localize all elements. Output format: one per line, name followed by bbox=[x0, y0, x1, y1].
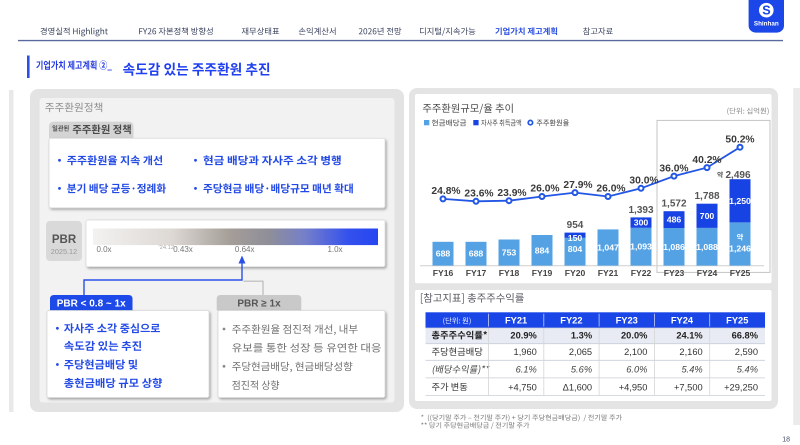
svg-text:20.0%: 20.0% bbox=[621, 331, 648, 341]
svg-text:688: 688 bbox=[469, 249, 484, 259]
svg-text:2,496: 2,496 bbox=[726, 170, 751, 181]
svg-text:+4,750: +4,750 bbox=[508, 382, 537, 392]
svg-text:PBR: PBR bbox=[52, 234, 77, 246]
svg-text:+4,950: +4,950 bbox=[619, 382, 648, 392]
svg-text:486: 486 bbox=[667, 215, 682, 225]
svg-text:5.4%: 5.4% bbox=[681, 365, 702, 375]
svg-text:Δ1,600: Δ1,600 bbox=[563, 382, 592, 392]
svg-text:FY25: FY25 bbox=[726, 316, 748, 326]
svg-text:FY23: FY23 bbox=[616, 316, 638, 326]
svg-text:1,093: 1,093 bbox=[630, 242, 652, 252]
svg-text:Shinhan: Shinhan bbox=[754, 21, 779, 28]
svg-text:753: 753 bbox=[502, 248, 517, 258]
svg-text:1,086: 1,086 bbox=[663, 242, 685, 252]
svg-text:1,047: 1,047 bbox=[597, 243, 619, 253]
svg-text:18: 18 bbox=[782, 437, 790, 444]
svg-text:24.1%: 24.1% bbox=[676, 331, 703, 341]
svg-text:6.0%: 6.0% bbox=[626, 365, 647, 375]
svg-text:1,788: 1,788 bbox=[694, 191, 719, 202]
svg-text:0.43x: 0.43x bbox=[173, 245, 193, 254]
svg-text:FY19: FY19 bbox=[532, 268, 553, 278]
svg-text:1,572: 1,572 bbox=[661, 199, 686, 210]
svg-text:FY20: FY20 bbox=[565, 268, 586, 278]
svg-text:FY25: FY25 bbox=[730, 268, 751, 278]
svg-text:2,160: 2,160 bbox=[679, 347, 702, 357]
svg-text:26.0%: 26.0% bbox=[596, 184, 625, 195]
svg-text:FY21: FY21 bbox=[505, 316, 527, 326]
svg-text:804: 804 bbox=[568, 244, 583, 254]
svg-text:36.0%: 36.0% bbox=[659, 163, 688, 174]
svg-text:FY17: FY17 bbox=[466, 268, 487, 278]
svg-text:50.2%: 50.2% bbox=[725, 134, 754, 145]
svg-text:300: 300 bbox=[634, 218, 649, 228]
svg-text:30.0%: 30.0% bbox=[629, 176, 658, 187]
svg-text:20.9%: 20.9% bbox=[510, 331, 537, 341]
svg-text:5.6%: 5.6% bbox=[571, 365, 592, 375]
svg-text:2,590: 2,590 bbox=[735, 347, 758, 357]
svg-text:1.3%: 1.3% bbox=[571, 331, 593, 341]
svg-text:23.6%: 23.6% bbox=[464, 189, 493, 200]
svg-text:23.9%: 23.9% bbox=[497, 188, 526, 199]
svg-text:700: 700 bbox=[700, 211, 715, 221]
svg-text:0.0x: 0.0x bbox=[96, 245, 111, 254]
svg-text:5.4%: 5.4% bbox=[737, 365, 758, 375]
svg-text:2025.12: 2025.12 bbox=[51, 247, 77, 256]
svg-text:66.8%: 66.8% bbox=[732, 331, 759, 341]
svg-text:688: 688 bbox=[436, 249, 451, 259]
svg-text:2,100: 2,100 bbox=[624, 347, 647, 357]
svg-text:6.1%: 6.1% bbox=[516, 365, 537, 375]
svg-text:24.8%: 24.8% bbox=[431, 186, 460, 197]
svg-text:954: 954 bbox=[567, 220, 584, 231]
svg-text:FY18: FY18 bbox=[499, 268, 520, 278]
svg-text:FY22: FY22 bbox=[560, 316, 582, 326]
svg-text:1,393: 1,393 bbox=[628, 205, 653, 216]
svg-text:FY21: FY21 bbox=[598, 268, 619, 278]
svg-text:S: S bbox=[762, 4, 770, 18]
svg-text:1,250: 1,250 bbox=[729, 196, 751, 206]
svg-text:FY24: FY24 bbox=[697, 268, 718, 278]
svg-text:PBR < 0.8 ~ 1x: PBR < 0.8 ~ 1x bbox=[57, 298, 126, 309]
svg-text:+29,250: +29,250 bbox=[724, 382, 758, 392]
svg-text:PBR ≥ 1x: PBR ≥ 1x bbox=[237, 298, 281, 309]
svg-text:'24.12: '24.12 bbox=[159, 245, 175, 251]
svg-text:1,246: 1,246 bbox=[729, 244, 751, 254]
svg-text:FY22: FY22 bbox=[631, 268, 652, 278]
svg-text:+7,500: +7,500 bbox=[674, 382, 703, 392]
svg-text:2,065: 2,065 bbox=[569, 347, 592, 357]
svg-text:1.0x: 1.0x bbox=[327, 245, 342, 254]
svg-text:150: 150 bbox=[568, 233, 583, 243]
svg-text:26.0%: 26.0% bbox=[530, 184, 559, 195]
svg-text:1,960: 1,960 bbox=[514, 347, 537, 357]
svg-text:0.64x: 0.64x bbox=[235, 245, 255, 254]
svg-text:FY24: FY24 bbox=[671, 316, 694, 326]
svg-text:27.9%: 27.9% bbox=[563, 180, 592, 191]
svg-text:40.2%: 40.2% bbox=[692, 155, 721, 166]
svg-text:FY16: FY16 bbox=[433, 268, 454, 278]
svg-text:1,088: 1,088 bbox=[696, 242, 718, 252]
svg-text:FY23: FY23 bbox=[664, 268, 685, 278]
svg-text:884: 884 bbox=[535, 245, 550, 255]
